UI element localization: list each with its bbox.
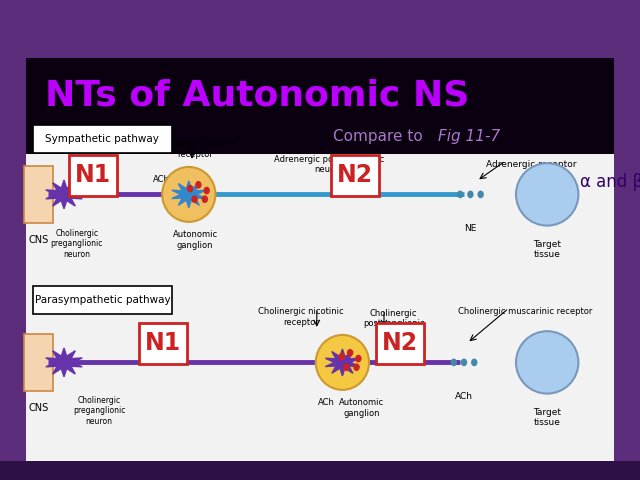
Text: Cholinergic
preganglionic
neuron: Cholinergic preganglionic neuron bbox=[73, 396, 125, 426]
Polygon shape bbox=[45, 180, 83, 209]
Text: N1: N1 bbox=[145, 331, 181, 355]
Text: Parasympathetic pathway: Parasympathetic pathway bbox=[35, 295, 170, 305]
FancyBboxPatch shape bbox=[376, 323, 424, 364]
Text: Autonomic
ganglion: Autonomic ganglion bbox=[173, 230, 218, 250]
Ellipse shape bbox=[355, 355, 362, 362]
Polygon shape bbox=[45, 348, 83, 377]
Text: ACh: ACh bbox=[153, 176, 170, 184]
Ellipse shape bbox=[187, 185, 193, 192]
Ellipse shape bbox=[316, 335, 369, 390]
Text: Fig 11-7: Fig 11-7 bbox=[438, 129, 500, 144]
Text: Adrenergic postganglionic
neuron: Adrenergic postganglionic neuron bbox=[275, 155, 385, 174]
Text: Compare to: Compare to bbox=[333, 129, 428, 144]
Ellipse shape bbox=[516, 163, 579, 226]
Ellipse shape bbox=[202, 195, 208, 203]
Text: Cholinergic nicotinic
receptor: Cholinergic nicotinic receptor bbox=[258, 307, 344, 326]
Ellipse shape bbox=[195, 181, 202, 189]
Polygon shape bbox=[325, 349, 360, 376]
FancyBboxPatch shape bbox=[140, 323, 187, 364]
FancyBboxPatch shape bbox=[614, 19, 640, 461]
FancyBboxPatch shape bbox=[26, 58, 614, 154]
Text: Target
tissue: Target tissue bbox=[533, 408, 561, 427]
Text: CNS: CNS bbox=[28, 235, 49, 245]
Text: Cholinergic
preganglionic
neuron: Cholinergic preganglionic neuron bbox=[51, 229, 103, 259]
FancyBboxPatch shape bbox=[0, 19, 26, 461]
Ellipse shape bbox=[471, 359, 477, 366]
Text: Sympathetic pathway: Sympathetic pathway bbox=[45, 134, 159, 144]
Text: N2: N2 bbox=[382, 331, 418, 355]
Ellipse shape bbox=[353, 363, 360, 371]
Ellipse shape bbox=[204, 187, 210, 194]
FancyBboxPatch shape bbox=[0, 461, 640, 480]
FancyBboxPatch shape bbox=[24, 166, 53, 223]
Ellipse shape bbox=[343, 363, 349, 371]
Ellipse shape bbox=[477, 191, 484, 198]
Ellipse shape bbox=[457, 191, 463, 198]
Text: ACh: ACh bbox=[455, 392, 473, 401]
Ellipse shape bbox=[467, 191, 474, 198]
FancyBboxPatch shape bbox=[68, 155, 116, 196]
Text: NTs of Autonomic NS: NTs of Autonomic NS bbox=[45, 79, 469, 113]
FancyBboxPatch shape bbox=[33, 286, 172, 314]
FancyBboxPatch shape bbox=[332, 155, 380, 196]
Ellipse shape bbox=[339, 353, 345, 360]
Text: NE: NE bbox=[464, 224, 477, 233]
Ellipse shape bbox=[347, 349, 353, 357]
Ellipse shape bbox=[191, 195, 198, 203]
FancyBboxPatch shape bbox=[24, 334, 53, 391]
Text: Cholinergic nicotinic
receptor: Cholinergic nicotinic receptor bbox=[152, 139, 238, 158]
Text: N1: N1 bbox=[75, 163, 111, 187]
FancyBboxPatch shape bbox=[0, 0, 640, 58]
Text: Autonomic
ganglion: Autonomic ganglion bbox=[339, 398, 384, 418]
Text: α and β: α and β bbox=[580, 173, 640, 192]
Ellipse shape bbox=[461, 359, 467, 366]
FancyBboxPatch shape bbox=[26, 154, 614, 461]
FancyBboxPatch shape bbox=[33, 125, 172, 153]
Text: N2: N2 bbox=[337, 163, 373, 187]
Text: Cholinergic muscarinic receptor: Cholinergic muscarinic receptor bbox=[458, 307, 592, 316]
Text: Cholinergic
postganglionic
neuron: Cholinergic postganglionic neuron bbox=[363, 309, 424, 338]
Text: CNS: CNS bbox=[28, 403, 49, 413]
Text: Target
tissue: Target tissue bbox=[533, 240, 561, 259]
Text: ACh: ACh bbox=[318, 398, 335, 408]
Polygon shape bbox=[172, 181, 206, 208]
Ellipse shape bbox=[516, 331, 579, 394]
Ellipse shape bbox=[162, 167, 216, 222]
Text: Adrenergic receptor: Adrenergic receptor bbox=[486, 160, 577, 169]
Ellipse shape bbox=[451, 359, 457, 366]
